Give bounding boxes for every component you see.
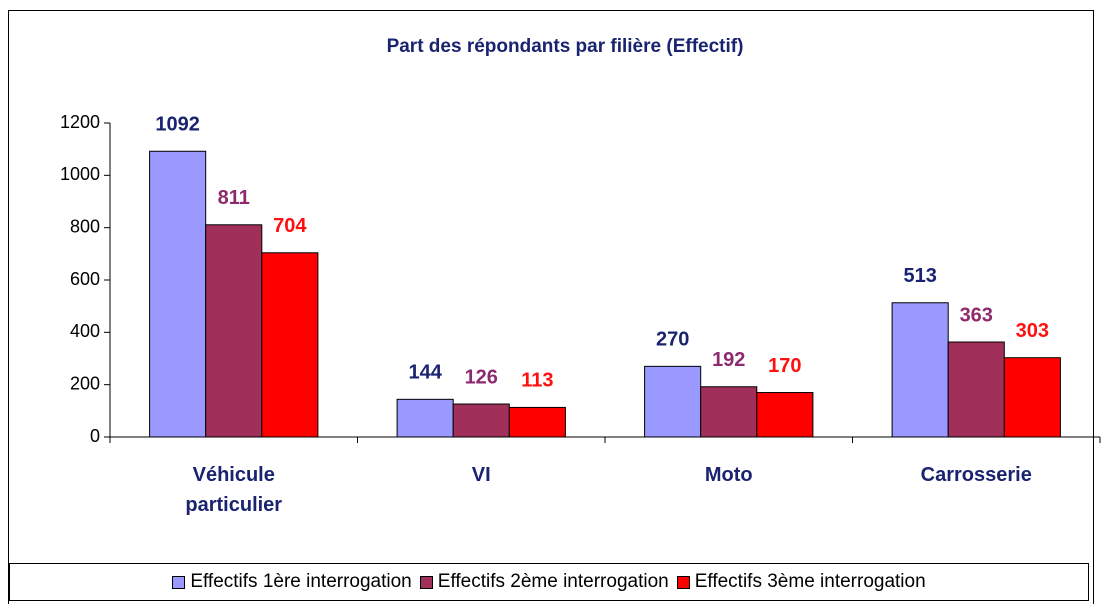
bar [700,386,758,438]
legend: Effectifs 1ère interrogation Effectifs 2è… [9,563,1089,601]
bar [756,392,814,438]
chart-border [8,10,1094,604]
x-tick-label: Moto [704,464,753,486]
value-label: 513 [903,265,936,287]
y-tick-label: 800 [70,216,100,236]
legend-label: Effectifs 1ère interrogation [190,571,412,592]
legend-item: Effectifs 3ème interrogation [676,571,926,593]
x-tick-label: VI [471,464,491,486]
value-label: 126 [465,366,498,388]
legend-label: Effectifs 3ème interrogation [694,571,926,592]
value-label: 192 [712,349,745,371]
legend-swatch [419,575,433,589]
bar [891,302,949,438]
legend-swatch [172,575,186,589]
legend-item: Effectifs 2ème interrogation [419,571,669,593]
bar [1003,357,1061,438]
value-label: 270 [656,329,689,351]
bar [149,150,207,438]
x-tick-label: Véhicule particulier [185,464,283,516]
bar [396,398,454,438]
y-tick-label: 0 [90,426,100,446]
legend-swatch [676,575,690,589]
value-label: 144 [408,362,442,384]
y-tick-label: 1200 [60,112,100,132]
legend-item: Effectifs 1ère interrogation [172,571,412,593]
y-tick-label: 200 [70,373,100,393]
value-label: 113 [521,370,553,392]
chart-title: Part des répondants par filière (Effecti… [387,36,744,57]
bar [508,406,566,438]
legend-label: Effectifs 2ème interrogation [437,571,669,592]
x-tick-label: Carrosserie [920,464,1032,486]
bar [644,365,702,438]
value-label: 363 [960,304,993,326]
value-label: 704 [273,215,307,237]
y-tick-label: 1000 [60,164,100,184]
y-tick-label: 600 [70,269,100,289]
bar [261,252,319,438]
bar [947,341,1005,438]
bar [205,224,263,438]
bar [452,403,510,438]
value-label: 811 [218,187,250,209]
value-label: 303 [1016,320,1049,342]
value-label: 170 [768,355,801,377]
y-tick-label: 400 [70,321,100,341]
value-label: 1092 [155,114,200,136]
